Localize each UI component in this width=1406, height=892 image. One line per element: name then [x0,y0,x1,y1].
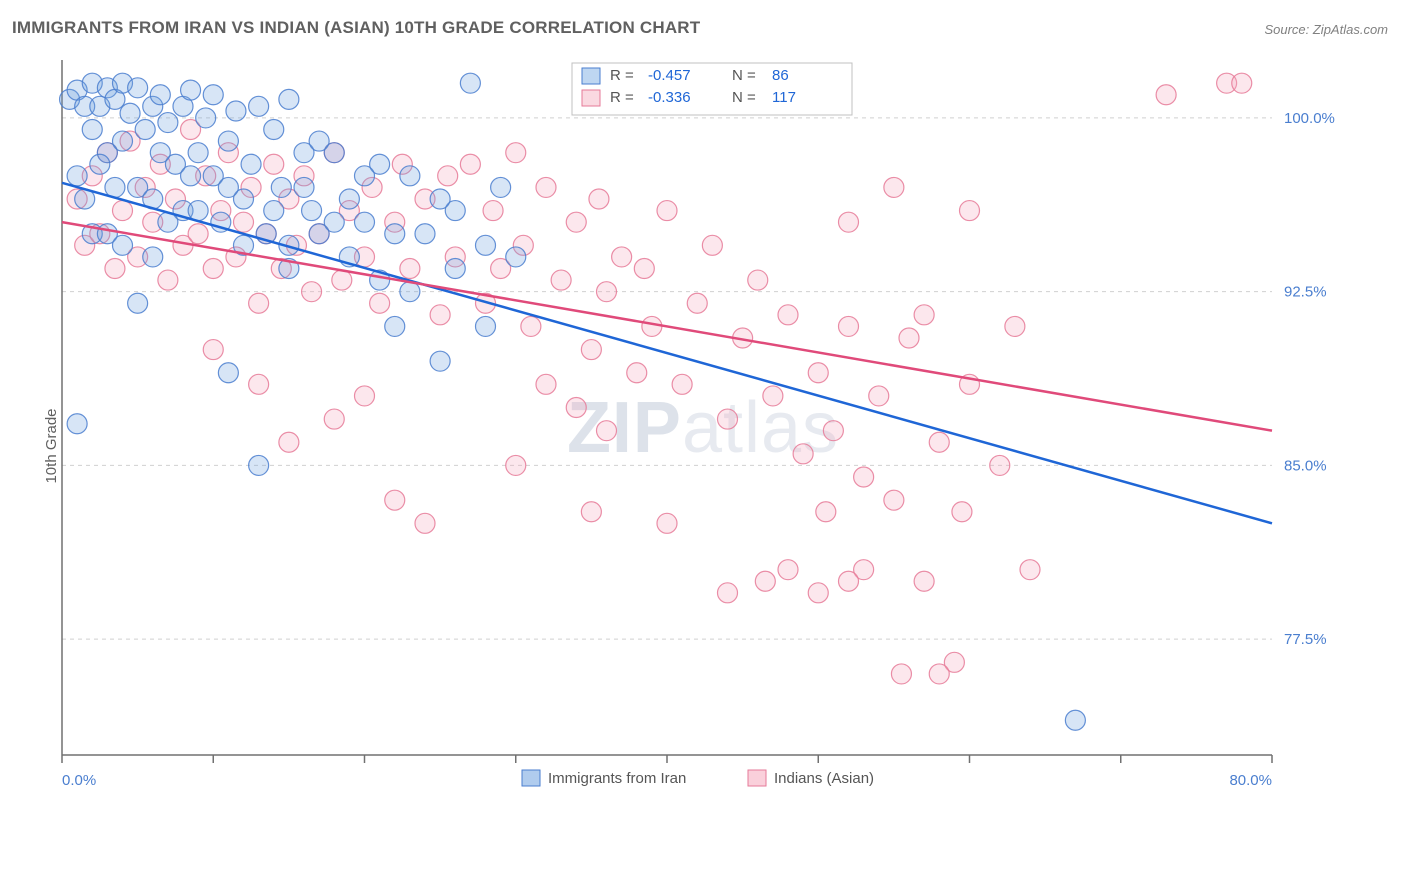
svg-text:80.0%: 80.0% [1229,772,1272,789]
svg-text:77.5%: 77.5% [1284,631,1327,648]
source-label: Source: ZipAtlas.com [1264,22,1388,37]
svg-text:85.0%: 85.0% [1284,457,1327,474]
svg-text:R =: R = [610,89,634,106]
svg-text:86: 86 [772,67,789,84]
scatter-plot: 0.0% 80.0% 77.5% 85.0% 92.5% 100.0% R = -0.457 N… [52,55,1352,815]
chart-title: IMMIGRANTS FROM IRAN VS INDIAN (ASIAN) 1… [12,18,700,38]
svg-text:R =: R = [610,67,634,84]
svg-text:N =: N = [732,67,756,84]
svg-text:-0.336: -0.336 [648,89,691,106]
svg-text:0.0%: 0.0% [62,772,96,789]
svg-text:N =: N = [732,89,756,106]
svg-text:Indians (Asian): Indians (Asian) [774,770,874,787]
svg-text:92.5%: 92.5% [1284,284,1327,301]
svg-text:100.0%: 100.0% [1284,110,1335,127]
svg-text:-0.457: -0.457 [648,67,691,84]
svg-text:117: 117 [772,89,796,106]
svg-text:Immigrants from Iran: Immigrants from Iran [548,770,686,787]
